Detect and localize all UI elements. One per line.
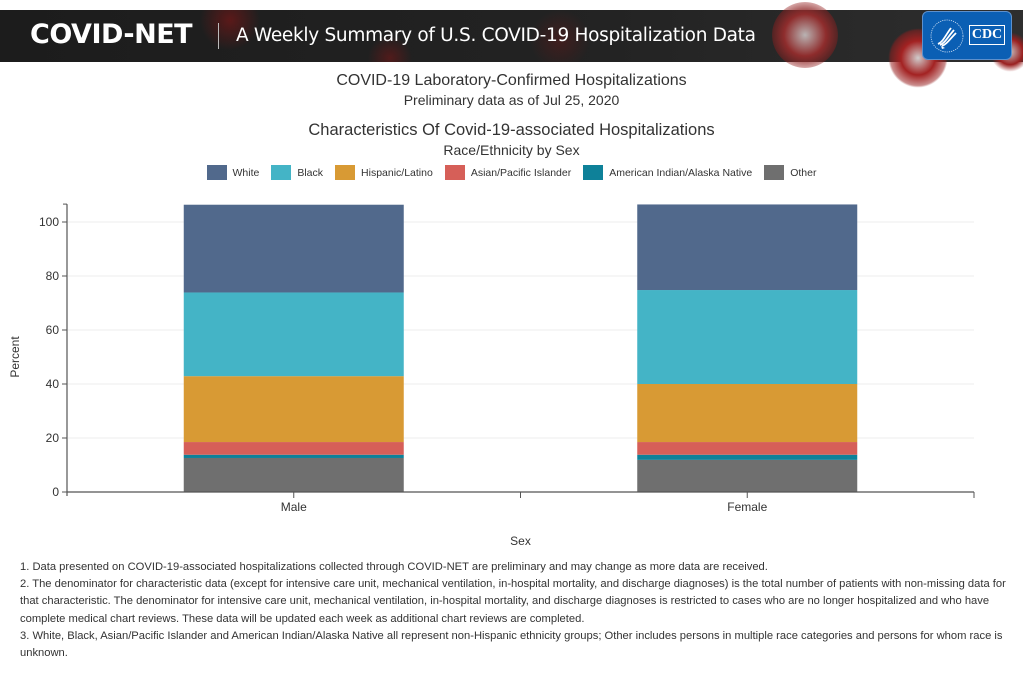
legend-swatch [335, 165, 356, 180]
legend-item-asian-pacific-islander[interactable]: Asian/Pacific Islander [444, 165, 572, 180]
legend-label: Hispanic/Latino [361, 166, 433, 179]
x-axis-label: Sex [510, 534, 531, 548]
legend-swatch [206, 165, 227, 180]
legend-item-hispanic-latino[interactable]: Hispanic/Latino [335, 165, 433, 180]
brand-title: COVID-NET [30, 19, 193, 50]
stacked-bar-chart: 0 20 40 60 80 100 Male Female Sex Percent [8, 203, 975, 548]
cdc-logo[interactable]: CDC [922, 11, 1012, 60]
x-tick-label-male: Male [281, 500, 307, 514]
legend-item-other[interactable]: Other [764, 165, 816, 180]
bar-segment-female-black [637, 290, 858, 384]
bar-segment-male-american-indian-alaska-native [183, 454, 404, 458]
bar-segment-female-white [637, 204, 858, 291]
legend-swatch [764, 165, 785, 180]
legend-label: Black [297, 166, 324, 179]
legend-label: Other [790, 166, 817, 179]
footnote-2: 2. The denominator for characteristic da… [20, 578, 1006, 625]
y-tick-label: 80 [46, 269, 60, 283]
legend-item-black[interactable]: Black [271, 165, 323, 180]
y-tick-label: 40 [46, 377, 60, 391]
bar-segment-male-white [183, 204, 404, 293]
y-tick-label: 20 [46, 431, 60, 445]
legend-label: American Indian/Alaska Native [609, 166, 753, 179]
legend-item-white[interactable]: White [206, 165, 260, 180]
virus-image [772, 2, 838, 68]
legend-item-american-indian-alaska-native[interactable]: American Indian/Alaska Native [583, 165, 752, 180]
bar-segment-female-other [637, 459, 858, 492]
y-tick-label: 60 [46, 323, 60, 337]
y-tick-label: 100 [39, 215, 59, 229]
footnotes: 1. Data presented on COVID-19-associated… [20, 559, 1020, 662]
bar-segment-female-asian-pacific-islander [637, 442, 858, 455]
legend-label: Asian/Pacific Islander [470, 166, 572, 179]
footnote-3: 3. White, Black, Asian/Pacific Islander … [20, 629, 1003, 660]
chart-legend: White Black Hispanic/Latino Asian/Pacific I… [0, 165, 1023, 180]
bar-segment-female-american-indian-alaska-native [637, 454, 858, 460]
header-tagline: A Weekly Summary of U.S. COVID-19 Hospit… [236, 25, 756, 46]
bar-segment-male-black [183, 292, 404, 377]
header-divider [218, 23, 219, 49]
chart-title: Characteristics Of Covid-19-associated H… [308, 121, 715, 139]
bar-segment-male-asian-pacific-islander [183, 442, 404, 455]
x-tick-label-female: Female [727, 500, 767, 514]
page-title: COVID-19 Laboratory-Confirmed Hospitaliz… [336, 72, 687, 89]
chart-subtitle: Race/Ethnicity by Sex [443, 142, 580, 158]
legend-swatch [583, 165, 604, 180]
bar-segment-male-other [183, 457, 404, 492]
legend-label: White [232, 166, 260, 179]
cdc-wordmark: CDC [969, 25, 1005, 45]
site-header: COVID-NET A Weekly Summary of U.S. COVID… [0, 2, 1023, 88]
bar-segment-male-hispanic-latino [183, 376, 404, 443]
hhs-eagle-icon [930, 19, 964, 53]
bar-segment-female-hispanic-latino [637, 384, 858, 443]
y-tick-label: 0 [52, 485, 59, 499]
footnote-1: 1. Data presented on COVID-19-associated… [20, 561, 768, 573]
legend-swatch [444, 165, 465, 180]
page-subtitle: Preliminary data as of Jul 25, 2020 [403, 92, 620, 108]
legend-swatch [271, 165, 292, 180]
y-axis-label: Percent [8, 336, 22, 378]
